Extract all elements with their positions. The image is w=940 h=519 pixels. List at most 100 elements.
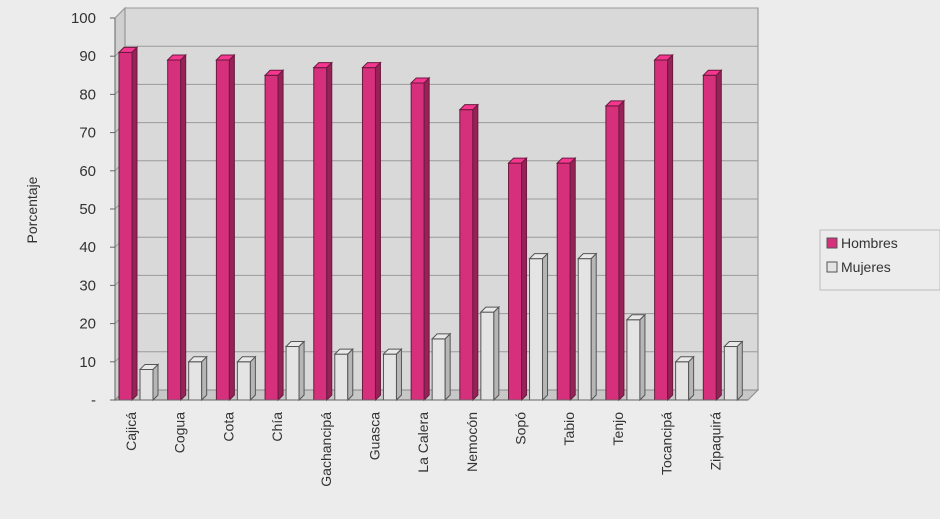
bar-mujeres bbox=[625, 313, 647, 402]
bar-mujeres bbox=[430, 332, 452, 402]
bar-side bbox=[715, 69, 722, 402]
bar-side bbox=[493, 305, 500, 402]
bar-front bbox=[285, 346, 300, 401]
bar-side bbox=[423, 76, 430, 402]
bar-front bbox=[654, 59, 669, 401]
x-tick-label: La Calera bbox=[415, 412, 431, 473]
bar-side bbox=[180, 53, 187, 402]
bar-mujeres bbox=[577, 252, 598, 402]
bar-hombres bbox=[458, 103, 480, 402]
bar-mujeres bbox=[479, 305, 501, 402]
bar-side bbox=[201, 355, 208, 402]
bar-mujeres bbox=[528, 252, 549, 402]
bar-front bbox=[529, 258, 544, 401]
grid-line bbox=[114, 7, 758, 19]
bar-front bbox=[118, 51, 133, 401]
bar-front bbox=[431, 338, 446, 401]
x-tick-label: Nemocón bbox=[464, 412, 480, 472]
x-tick-label: Tabio bbox=[561, 412, 577, 446]
bar-hombres bbox=[361, 61, 382, 402]
bar-hombres bbox=[702, 69, 723, 402]
bar-side bbox=[347, 347, 354, 402]
y-axis-title: Porcentaje bbox=[24, 176, 40, 243]
y-tick-labels: 100 90 80 70 60 50 40 30 20 10 - bbox=[71, 10, 96, 409]
bar-front bbox=[361, 67, 376, 401]
y-tick-label: 40 bbox=[79, 239, 96, 256]
x-tick-label: Sopó bbox=[513, 412, 529, 445]
bar-front bbox=[236, 361, 251, 401]
y-tick-label: 10 bbox=[79, 354, 96, 371]
bar-side bbox=[298, 340, 305, 402]
bar-hombres bbox=[653, 53, 674, 402]
y-tick-label: 100 bbox=[71, 10, 96, 27]
x-tick-label: Guasca bbox=[366, 412, 382, 460]
bar-side bbox=[326, 61, 333, 402]
x-tick-label: Gachancipá bbox=[318, 412, 334, 487]
bar-front bbox=[264, 74, 279, 401]
x-tick-label: Cogua bbox=[172, 412, 188, 453]
bar-front bbox=[556, 162, 571, 401]
bar-hombres bbox=[312, 61, 333, 402]
bar-hombres bbox=[117, 46, 139, 402]
bar-side bbox=[444, 332, 451, 402]
bar-front bbox=[188, 361, 203, 401]
bar-side bbox=[590, 252, 597, 402]
bar-mujeres bbox=[236, 355, 257, 402]
legend-label-mujeres: Mujeres bbox=[841, 259, 891, 275]
bar-hombres bbox=[166, 53, 187, 402]
legend-swatch-mujeres bbox=[826, 261, 838, 273]
bar-side bbox=[131, 46, 138, 402]
bar-mujeres bbox=[723, 340, 744, 402]
bar-side bbox=[569, 156, 576, 402]
bar-hombres bbox=[215, 53, 236, 402]
bar-front bbox=[723, 346, 738, 401]
bar-side bbox=[542, 252, 549, 402]
bar-hombres bbox=[409, 76, 431, 402]
bar-front bbox=[167, 59, 182, 401]
bar-hombres bbox=[556, 156, 577, 402]
legend-box bbox=[819, 229, 940, 291]
x-tick-label: Chía bbox=[269, 412, 285, 442]
bar-front bbox=[382, 353, 397, 401]
bar-front bbox=[334, 353, 349, 401]
bar-side bbox=[395, 347, 402, 402]
y-tick-label: 80 bbox=[79, 86, 96, 103]
bar-front bbox=[459, 109, 474, 401]
bar-side bbox=[374, 61, 381, 402]
bars bbox=[117, 46, 744, 402]
bar-front bbox=[508, 162, 523, 401]
bar-front bbox=[139, 368, 154, 401]
bar-front bbox=[215, 59, 230, 401]
x-tick-labels: Cajicá Cogua Cota Chía Gachancipá Guasca La Ca… bbox=[123, 412, 723, 487]
y-tick-label: 50 bbox=[79, 201, 96, 218]
bar-side bbox=[618, 99, 625, 402]
bar-side bbox=[152, 363, 159, 402]
y-tick-label: 90 bbox=[79, 48, 96, 65]
bar-front bbox=[313, 67, 328, 401]
x-tick-label: Zipaquirá bbox=[707, 412, 723, 471]
legend: Hombres Mujeres bbox=[819, 229, 940, 291]
bar-side bbox=[521, 156, 528, 402]
bar-front bbox=[577, 258, 592, 401]
bar-side bbox=[249, 355, 256, 402]
bar-mujeres bbox=[674, 355, 695, 402]
bar-mujeres bbox=[284, 340, 306, 402]
bar-mujeres bbox=[187, 355, 208, 402]
bar-side bbox=[736, 340, 743, 402]
bar-hombres bbox=[263, 69, 285, 402]
y-tick-label: 70 bbox=[79, 125, 96, 142]
bar-side bbox=[472, 103, 479, 402]
legend-swatch-hombres bbox=[826, 237, 838, 249]
bar-side bbox=[277, 69, 284, 402]
bar-mujeres bbox=[382, 347, 403, 402]
x-tick-label: Tocancipá bbox=[659, 412, 675, 475]
bar-front bbox=[702, 74, 717, 401]
legend-label-hombres: Hombres bbox=[841, 235, 898, 251]
y-tick-label: 30 bbox=[79, 277, 96, 294]
x-tick-label: Tenjo bbox=[610, 412, 626, 446]
bar-front bbox=[626, 319, 641, 401]
bar-front bbox=[605, 105, 620, 401]
bar-hombres bbox=[507, 156, 528, 402]
bar-side bbox=[688, 355, 695, 402]
